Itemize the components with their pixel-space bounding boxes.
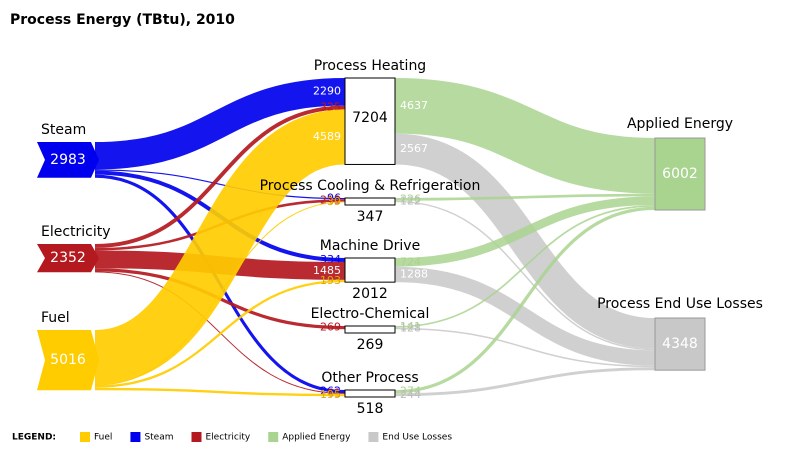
flow (94, 201, 346, 386)
process-node (344, 325, 396, 334)
source-node (37, 330, 99, 391)
node-label: Process Cooling & Refrigeration (260, 178, 481, 194)
flow-label: 244 (400, 388, 421, 401)
process-node (344, 389, 396, 398)
node-value: 4348 (662, 336, 698, 352)
flow (394, 327, 656, 368)
flow (394, 205, 656, 328)
legend-label: End Use Losses (382, 433, 452, 443)
node-value: 2352 (50, 250, 86, 266)
node-label: Electricity (41, 224, 111, 240)
flow-label: 1485 (313, 264, 341, 277)
legend-label: Steam (144, 433, 173, 443)
output-node (654, 317, 706, 371)
legend-swatch (191, 432, 202, 442)
flow-label: 195 (320, 388, 341, 401)
flow-label: 128 (400, 321, 421, 334)
flow-label: 724 (400, 255, 421, 268)
legend-label: Fuel (94, 433, 112, 443)
flow-label: 1288 (400, 267, 428, 280)
flow-label: 2290 (313, 85, 341, 98)
flow (394, 193, 656, 201)
flow (93, 109, 347, 386)
title: Process Energy (TBtu), 2010 (10, 12, 235, 28)
node-label: Steam (41, 122, 86, 138)
node-value: 6002 (662, 166, 698, 182)
flow (94, 279, 346, 388)
source-node (37, 244, 99, 273)
flow-label: 4589 (313, 130, 341, 143)
node-value: 2983 (50, 152, 86, 168)
flow (394, 200, 656, 351)
flow-label: 4637 (400, 99, 428, 112)
node-label: Process End Use Losses (597, 296, 763, 312)
legend-swatch (80, 432, 90, 442)
flow-label: 269 (320, 321, 341, 334)
flow (94, 387, 346, 397)
flow (394, 133, 656, 349)
process-node (344, 197, 396, 206)
node-label: Fuel (41, 310, 70, 326)
flow (394, 206, 656, 394)
flow-label: 193 (320, 274, 341, 287)
legend-swatch (130, 432, 141, 442)
process-node (344, 257, 396, 283)
node-value: 2012 (352, 286, 388, 302)
node-label: Process Heating (314, 58, 426, 74)
node-value: 518 (357, 401, 384, 417)
flow (394, 367, 656, 397)
node-value: 269 (357, 337, 384, 353)
legend-label: Electricity (206, 433, 251, 443)
node-value: 7204 (352, 110, 388, 126)
legend-title: LEGEND: (12, 433, 56, 443)
flow (394, 78, 656, 194)
flow (94, 78, 346, 170)
flow-label: 39 (327, 195, 341, 208)
flow (394, 266, 656, 366)
node-label: Machine Drive (320, 238, 420, 254)
node-label: Electro-Chemical (311, 306, 430, 322)
flow-label: 61 (327, 387, 341, 400)
legend-swatch (368, 432, 379, 442)
flow (394, 196, 656, 267)
node-label: Applied Energy (627, 116, 733, 132)
flow-label: 141 (400, 320, 421, 333)
node-value: 5016 (50, 352, 86, 368)
flow (94, 105, 346, 248)
process-node (344, 77, 396, 165)
source-node (37, 142, 99, 178)
legend-swatch (268, 432, 279, 442)
flow (94, 169, 346, 200)
node-label: Other Process (321, 370, 418, 386)
flow-label: 122 (400, 194, 421, 207)
node-value: 347 (357, 209, 384, 225)
legend-label: Applied Energy (282, 433, 351, 443)
output-node (654, 137, 706, 211)
flow-label: 2567 (400, 142, 428, 155)
